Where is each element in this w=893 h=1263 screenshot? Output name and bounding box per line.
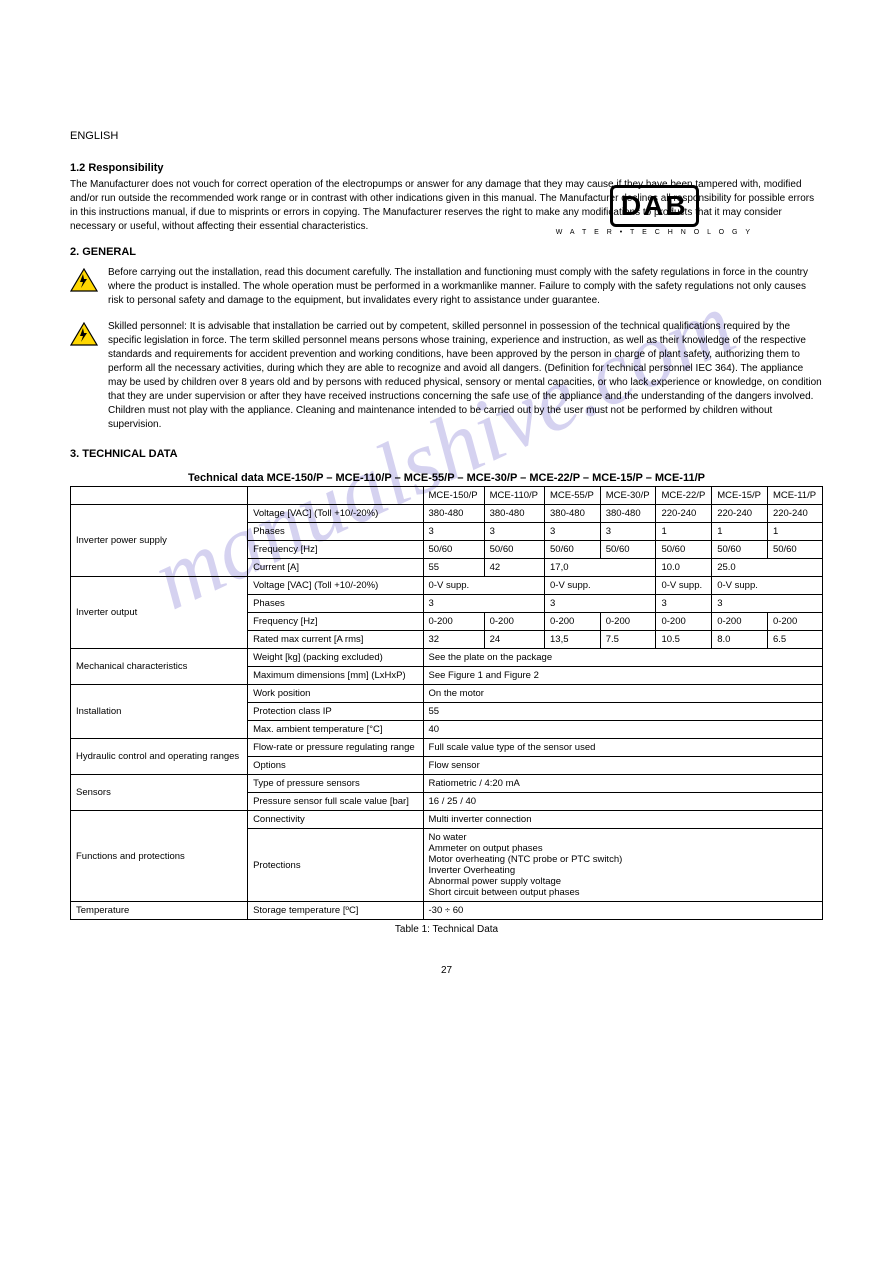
electrical-hazard-icon	[70, 322, 98, 346]
table-title: Technical data MCE-150/P – MCE-110/P – M…	[70, 472, 823, 484]
table-row: Inverter output Voltage [VAC] (Toll +10/…	[71, 577, 823, 595]
table-header-row: MCE-150/P MCE-110/P MCE-55/P MCE-30/P MC…	[71, 487, 823, 505]
table-row: Installation Work position On the motor	[71, 685, 823, 703]
logo-brand-text: DAB	[621, 190, 688, 222]
language-header: ENGLISH	[70, 130, 823, 142]
logo-tagline: W A T E R • T E C H N O L O G Y	[556, 229, 753, 236]
section-2-heading: 2. GENERAL	[70, 246, 823, 258]
model-header: MCE-55/P	[545, 487, 601, 505]
electrical-hazard-icon	[70, 268, 98, 292]
category-cell: Hydraulic control and operating ranges	[71, 739, 248, 775]
model-header: MCE-30/P	[600, 487, 656, 505]
section-1-2-heading: 1.2 Responsibility	[70, 162, 823, 174]
table-row: Mechanical characteristics Weight [kg] (…	[71, 649, 823, 667]
table-row: Inverter power supply Voltage [VAC] (Tol…	[71, 505, 823, 523]
page-number: 27	[70, 965, 823, 976]
brand-logo: DAB W A T E R • T E C H N O L O G Y	[556, 185, 753, 236]
table-row: Temperature Storage temperature [ºC] -30…	[71, 902, 823, 920]
category-cell: Inverter power supply	[71, 505, 248, 577]
technical-data-table: MCE-150/P MCE-110/P MCE-55/P MCE-30/P MC…	[70, 486, 823, 920]
category-cell: Functions and protections	[71, 811, 248, 902]
model-header: MCE-150/P	[423, 487, 484, 505]
table-row: Hydraulic control and operating ranges F…	[71, 739, 823, 757]
model-header: MCE-110/P	[484, 487, 544, 505]
category-cell: Inverter output	[71, 577, 248, 649]
model-header: MCE-15/P	[712, 487, 768, 505]
table-caption: Table 1: Technical Data	[70, 924, 823, 935]
category-cell: Temperature	[71, 902, 248, 920]
category-cell: Installation	[71, 685, 248, 739]
category-cell: Sensors	[71, 775, 248, 811]
warning-text-2: Skilled personnel: It is advisable that …	[108, 320, 823, 432]
model-header: MCE-11/P	[767, 487, 822, 505]
category-cell: Mechanical characteristics	[71, 649, 248, 685]
model-header: MCE-22/P	[656, 487, 712, 505]
section-3-heading: 3. TECHNICAL DATA	[70, 448, 823, 460]
table-row: Functions and protections Connectivity M…	[71, 811, 823, 829]
warning-text-1: Before carrying out the installation, re…	[108, 266, 823, 308]
table-row: Sensors Type of pressure sensors Ratiome…	[71, 775, 823, 793]
